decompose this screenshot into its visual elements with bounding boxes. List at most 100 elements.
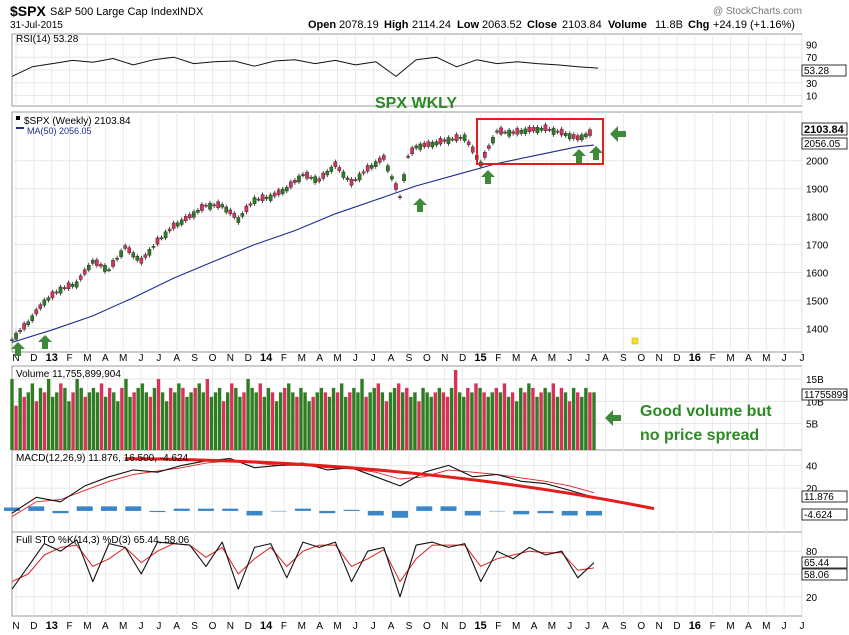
candle	[54, 291, 59, 294]
candle	[341, 171, 346, 178]
axis-vol	[802, 366, 847, 450]
candle	[418, 143, 423, 150]
left-arrow-icon	[610, 126, 626, 142]
x-tick-label: D	[673, 353, 680, 364]
candle	[361, 171, 366, 174]
y-tick-label: 40	[806, 461, 818, 472]
candle	[390, 176, 394, 180]
candle	[240, 213, 245, 217]
macd-histogram-bar	[343, 509, 360, 511]
macd-histogram-bar	[392, 510, 408, 518]
low-label: Low	[457, 19, 479, 31]
x-tick-label-bottom: A	[745, 621, 752, 632]
volume-bar	[71, 392, 75, 450]
volume-bar	[327, 396, 332, 450]
candle	[151, 246, 156, 248]
candle	[313, 176, 317, 183]
volume-bar	[59, 383, 63, 450]
x-tick-label-bottom: A	[602, 621, 609, 632]
volume-bar	[588, 392, 592, 450]
x-tick-label-bottom: F	[281, 621, 287, 632]
ma-label: MA(50) 2056.05	[27, 126, 92, 136]
volume-value: 11755899	[804, 390, 848, 401]
volume-bar	[152, 387, 157, 450]
x-tick-label-bottom: M	[83, 621, 91, 632]
candle	[531, 127, 536, 132]
axis-price	[802, 112, 847, 352]
volume-bar	[413, 392, 417, 450]
stoch-label: Full STO %K(14,3) %D(3) 65.44, 58.06	[16, 535, 190, 546]
volume-bar	[543, 387, 547, 450]
price-value-box	[801, 122, 848, 136]
high-label: High	[384, 19, 409, 31]
candle	[66, 282, 71, 289]
volume-bar	[502, 383, 507, 450]
y-tick-label: 10	[806, 92, 818, 103]
volume-arrow-icon	[605, 410, 621, 426]
x-tick-label-bottom: D	[673, 621, 680, 632]
candle	[571, 134, 576, 139]
x-tick-label: M	[119, 353, 127, 364]
candle	[272, 192, 277, 197]
rsi-label: RSI(14) 53.28	[16, 34, 79, 45]
volume-bar	[311, 396, 315, 450]
x-tick-label: M	[548, 353, 556, 364]
chart-annotation-title: SPX WKLY	[375, 95, 457, 112]
candle	[111, 260, 115, 267]
candle	[515, 128, 520, 135]
x-tick-label-bottom: S	[406, 621, 413, 632]
volume-bar	[282, 387, 287, 450]
rsi-line	[11, 56, 599, 77]
x-tick-label-bottom: J	[353, 621, 358, 632]
x-tick-label-bottom: J	[585, 621, 590, 632]
volume-bar	[10, 378, 14, 450]
x-tick-label: J	[800, 353, 805, 364]
ma-value: 2056.05	[804, 139, 841, 150]
volume-bar	[217, 387, 222, 450]
candle	[135, 256, 140, 261]
x-tick-label-bottom: M	[333, 621, 341, 632]
volume-bar	[226, 392, 230, 450]
open-label: Open	[308, 19, 336, 31]
volume-bar	[34, 401, 39, 450]
volume-bar	[254, 392, 258, 450]
volume-bar	[445, 396, 450, 450]
volume-bar	[335, 392, 340, 450]
y-tick-label: 20	[806, 484, 818, 495]
x-tick-label: J	[353, 353, 358, 364]
candle	[143, 254, 148, 258]
candle	[483, 152, 487, 158]
volume-bar	[372, 387, 376, 450]
volume-bar	[38, 387, 43, 450]
volume-bar	[22, 396, 26, 450]
candle	[10, 339, 14, 342]
candle	[179, 219, 184, 225]
macd-histogram-bar	[295, 508, 311, 511]
volume-bar	[193, 387, 197, 450]
y-tick-label: 30	[806, 79, 818, 90]
candle	[454, 134, 459, 141]
x-tick-label: J	[585, 353, 590, 364]
close-label: Close	[527, 19, 557, 31]
candle	[196, 210, 200, 213]
volume-bar	[535, 396, 539, 450]
y-tick-label: 2000	[806, 157, 829, 168]
volume-bar	[307, 401, 311, 450]
x-tick-label-bottom: D	[30, 621, 37, 632]
candle	[78, 275, 83, 280]
x-tick-label: A	[602, 353, 609, 364]
volume-bar	[519, 387, 523, 450]
volume-bar	[409, 396, 413, 450]
x-tick-label: M	[512, 353, 520, 364]
volume-bar	[555, 396, 560, 450]
volume-bar	[116, 401, 120, 450]
candle	[442, 139, 447, 142]
candle	[410, 147, 414, 155]
volume-bar	[258, 383, 262, 450]
candle	[50, 291, 55, 299]
macd-label: MACD(12,26,9) 11.876, 16.500, -4.624	[16, 453, 189, 464]
volume-bar	[380, 392, 385, 450]
x-tick-label-bottom: F	[67, 621, 73, 632]
chart-marks: NNDD1313FFMMAAMMJJJJAASSOONNDD1414FFMMAA…	[4, 34, 848, 632]
